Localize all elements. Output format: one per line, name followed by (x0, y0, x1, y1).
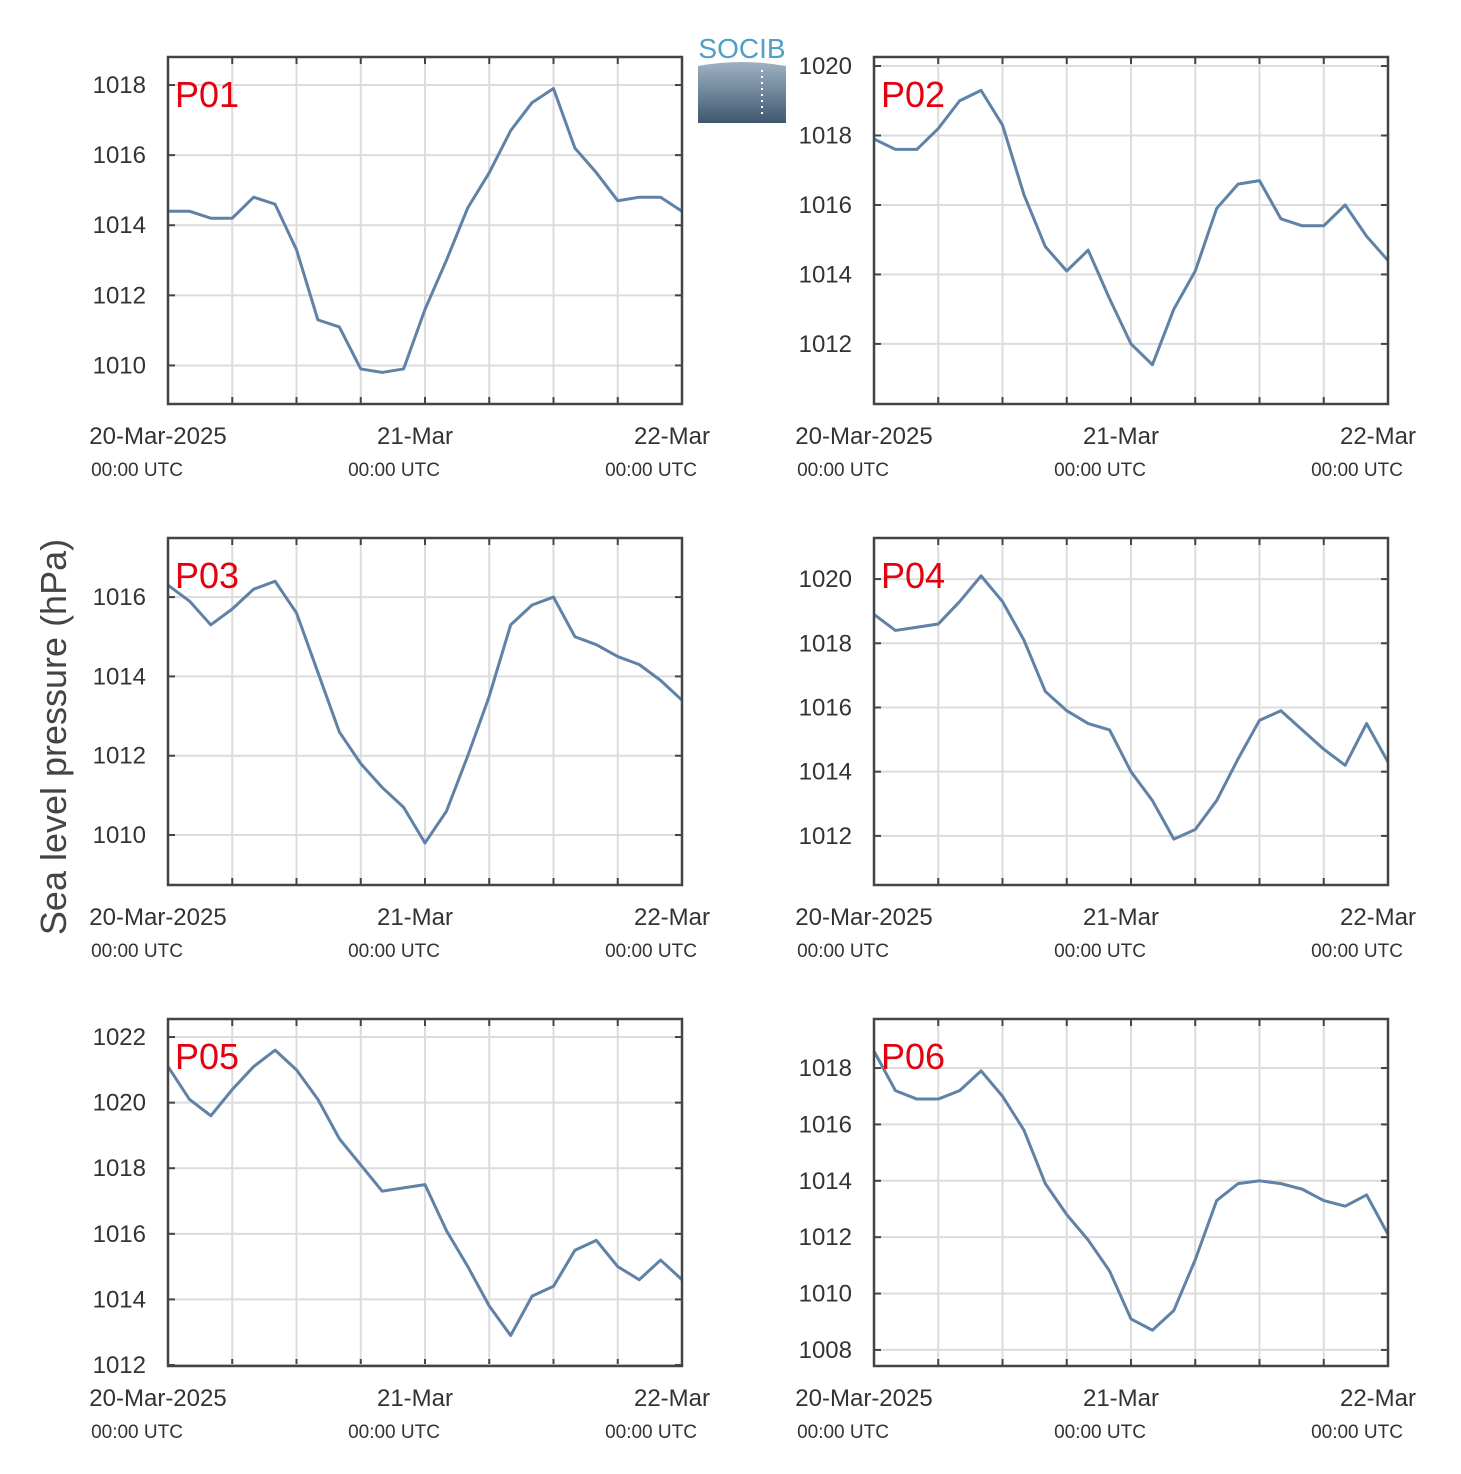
y-tick-label: 1014 (93, 663, 146, 690)
y-tick-label: 1014 (93, 1286, 146, 1313)
axes-frame (872, 55, 1390, 406)
x-tick-label: 21-Mar (1083, 423, 1159, 450)
y-tick-label: 1016 (93, 1221, 146, 1248)
data-line (873, 574, 1390, 841)
y-tick-label: 1014 (799, 759, 852, 786)
x-tick-label: 20-Mar-2025 (89, 1385, 226, 1412)
y-tick-label: 1018 (799, 1055, 852, 1082)
logo-text: SOCIB (698, 33, 785, 64)
y-tick-label: 1014 (93, 212, 146, 239)
x-tick-label: 21-Mar (1083, 904, 1159, 931)
data-line (168, 87, 683, 374)
x-tick-label: 22-Mar (1340, 423, 1416, 450)
panel-label: P04 (881, 555, 945, 596)
y-tick-label: 1010 (93, 822, 146, 849)
y-tick-label: 1014 (799, 261, 852, 288)
panel-label: P02 (881, 74, 945, 115)
y-tick-label: 1018 (799, 123, 852, 150)
logo-wave (698, 62, 786, 123)
y-tick-label: 1012 (93, 743, 146, 770)
x-tick-label: 20-Mar-2025 (89, 423, 226, 450)
x-tick-sublabel: 00:00 UTC (1054, 460, 1146, 481)
y-axis-label: Sea level pressure (hPa) (33, 539, 74, 935)
panel: 20-Mar-2025 00:00 UTC 21-Mar 00:00 UTC 22-Ma… (89, 536, 710, 962)
panel: 20-Mar-2025 00:00 UTC 21-Mar 00:00 UTC 22-Ma… (795, 536, 1416, 962)
x-tick-sublabel: 00:00 UTC (348, 1422, 440, 1443)
x-tick-sublabel: 00:00 UTC (91, 941, 183, 962)
y-tick-label: 1016 (799, 694, 852, 721)
y-tick-label: 1012 (93, 1352, 146, 1379)
y-tick-label: 1016 (93, 584, 146, 611)
y-tick-label: 1012 (799, 331, 852, 358)
x-tick-sublabel: 00:00 UTC (91, 1422, 183, 1443)
y-tick-label: 1008 (799, 1337, 852, 1364)
x-tick-sublabel: 00:00 UTC (1311, 460, 1403, 481)
axes-frame (166, 55, 684, 406)
data-line (167, 579, 684, 845)
x-tick-sublabel: 00:00 UTC (348, 941, 440, 962)
panel: 20-Mar-2025 00:00 UTC 21-Mar 00:00 UTC 22-Ma… (795, 53, 1416, 481)
x-tick-label: 21-Mar (377, 904, 453, 931)
x-tick-label: 22-Mar (634, 1385, 710, 1412)
x-tick-sublabel: 00:00 UTC (605, 941, 697, 962)
y-tick-label: 1018 (799, 630, 852, 657)
y-tick-label: 1010 (93, 352, 146, 379)
x-tick-sublabel: 00:00 UTC (797, 941, 889, 962)
panel-label: P05 (175, 1036, 239, 1077)
axes-frame (872, 536, 1390, 887)
x-tick-label: 21-Mar (377, 423, 453, 450)
y-tick-label: 1016 (799, 1111, 852, 1138)
panel-label: P01 (175, 74, 239, 115)
axes-frame (872, 1017, 1390, 1368)
x-tick-sublabel: 00:00 UTC (797, 460, 889, 481)
y-tick-label: 1012 (799, 1224, 852, 1251)
panel: 20-Mar-2025 00:00 UTC 21-Mar 00:00 UTC 22-Ma… (795, 1017, 1416, 1443)
y-tick-label: 1016 (93, 142, 146, 169)
x-tick-label: 21-Mar (377, 1385, 453, 1412)
x-tick-label: 20-Mar-2025 (795, 904, 932, 931)
y-tick-label: 1022 (93, 1024, 146, 1051)
panel: 20-Mar-2025 00:00 UTC 21-Mar 00:00 UTC 22-Ma… (89, 1017, 710, 1443)
panel: 20-Mar-2025 00:00 UTC 21-Mar 00:00 UTC 22-Ma… (89, 55, 710, 481)
x-tick-sublabel: 00:00 UTC (1054, 1422, 1146, 1443)
x-tick-label: 20-Mar-2025 (795, 1385, 932, 1412)
x-tick-label: 22-Mar (1340, 1385, 1416, 1412)
x-tick-label: 22-Mar (634, 423, 710, 450)
data-line (873, 88, 1390, 367)
y-tick-label: 1012 (799, 823, 852, 850)
x-tick-label: 20-Mar-2025 (89, 904, 226, 931)
y-tick-label: 1020 (799, 53, 852, 80)
x-tick-sublabel: 00:00 UTC (91, 460, 183, 481)
panel-label: P06 (881, 1036, 945, 1077)
y-tick-label: 1018 (93, 72, 146, 99)
y-tick-label: 1010 (799, 1281, 852, 1308)
x-tick-label: 22-Mar (634, 904, 710, 931)
y-tick-label: 1020 (799, 566, 852, 593)
x-tick-label: 21-Mar (1083, 1385, 1159, 1412)
x-tick-sublabel: 00:00 UTC (797, 1422, 889, 1443)
x-tick-label: 22-Mar (1340, 904, 1416, 931)
x-tick-label: 20-Mar-2025 (795, 423, 932, 450)
x-tick-sublabel: 00:00 UTC (1054, 941, 1146, 962)
axes-frame (166, 1017, 684, 1368)
y-tick-label: 1016 (799, 192, 852, 219)
data-line (872, 1050, 1390, 1332)
y-tick-label: 1014 (799, 1168, 852, 1195)
x-tick-sublabel: 00:00 UTC (348, 460, 440, 481)
x-tick-sublabel: 00:00 UTC (605, 460, 697, 481)
x-tick-sublabel: 00:00 UTC (605, 1422, 697, 1443)
y-tick-label: 1020 (93, 1090, 146, 1117)
x-tick-sublabel: 00:00 UTC (1311, 941, 1403, 962)
y-tick-label: 1012 (93, 282, 146, 309)
y-tick-label: 1018 (93, 1155, 146, 1182)
logo: SOCIB (698, 33, 786, 123)
x-tick-sublabel: 00:00 UTC (1311, 1422, 1403, 1443)
axes-frame (166, 536, 684, 887)
panel-label: P03 (175, 555, 239, 596)
data-line (166, 1048, 684, 1337)
